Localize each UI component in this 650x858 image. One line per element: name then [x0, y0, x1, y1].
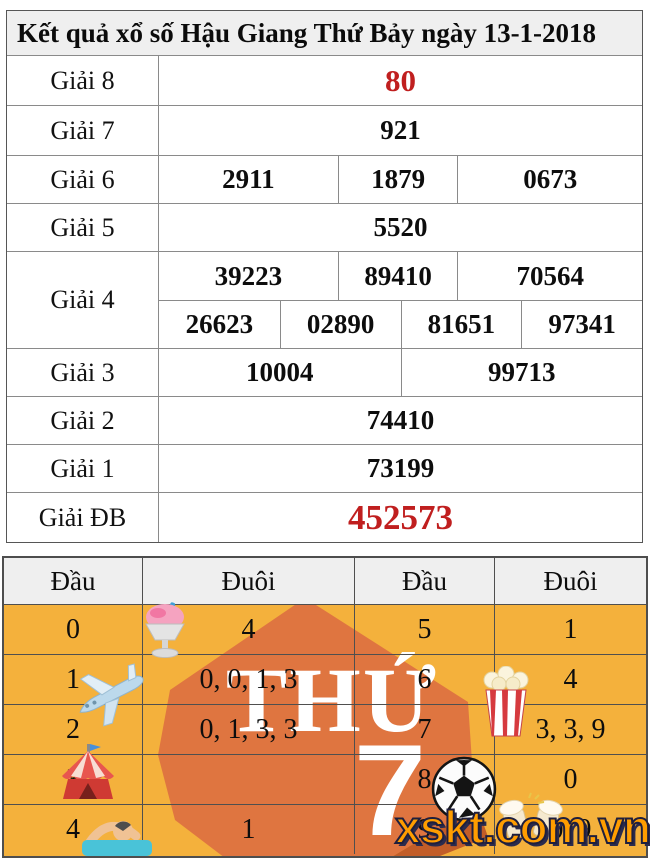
column-header: Đầu	[354, 558, 494, 604]
prize-row-g1: Giải 1 73199	[7, 444, 642, 492]
prize-label: Giải 5	[7, 204, 159, 251]
head-value: 8	[354, 755, 494, 804]
popcorn-icon	[483, 666, 529, 737]
tail-values: 0, 1, 3, 3	[142, 705, 354, 754]
prize-value: 1879	[337, 156, 458, 203]
prize-row-g6: Giải 6 2911 1879 0673	[7, 155, 642, 203]
prize-value: 99713	[400, 349, 643, 396]
beer-mugs-icon	[499, 792, 563, 839]
soccer-ball-icon	[431, 756, 497, 822]
prize-value: 5520	[373, 212, 428, 242]
prize-value: 70564	[457, 252, 642, 300]
prize-value: 2911	[222, 164, 275, 194]
head-tail-header: Đầu Đuôi Đầu Đuôi	[4, 558, 646, 604]
page-title: Kết quả xổ số Hậu Giang Thứ Bảy ngày 13-…	[7, 11, 642, 55]
prize-label: Giải 8	[7, 56, 159, 105]
prize-row-g7: Giải 7 921	[7, 105, 642, 155]
table-row: 2 0, 1, 3, 3 7 3, 3, 9	[4, 704, 646, 754]
head-value: 5	[354, 605, 494, 654]
prize-label: Giải 6	[7, 156, 159, 203]
badge-number: 7	[354, 717, 426, 858]
table-row: 0 4 5 1	[4, 604, 646, 654]
prize-row-db: Giải ĐB 452573	[7, 492, 642, 542]
prize-value: 02890	[279, 301, 401, 348]
head-value: 1	[66, 663, 80, 695]
head-value: 2	[66, 713, 80, 745]
prize-row-g8: Giải 8 80	[7, 55, 642, 105]
prize-value: 74410	[366, 405, 435, 435]
prize-label: Giải 4	[7, 252, 159, 348]
prize-row-g3: Giải 3 10004 99713	[7, 348, 642, 396]
title-row: Kết quả xổ số Hậu Giang Thứ Bảy ngày 13-…	[7, 11, 642, 55]
tail-values: 0, 0, 1, 3	[142, 655, 354, 704]
circus-tent-icon	[62, 744, 114, 799]
swimmer-icon	[82, 821, 152, 856]
tail-values: 1	[494, 605, 646, 654]
prize-label: Giải 1	[7, 445, 159, 492]
prize-row-g5: Giải 5 5520	[7, 203, 642, 251]
column-header: Đuôi	[142, 558, 354, 604]
prize-value: 89410	[337, 252, 458, 300]
prize-label: Giải 3	[7, 349, 159, 396]
head-tail-table: Đầu Đuôi Đầu Đuôi 0 4 5 1 1 0, 0, 1, 3 6…	[2, 556, 648, 858]
prize-label: Giải ĐB	[7, 493, 159, 542]
prize-value: 73199	[366, 453, 435, 483]
head-value: 0	[66, 613, 80, 645]
head-value: 6	[354, 655, 494, 704]
shaved-ice-icon	[145, 602, 185, 658]
badge-word: THỨ	[226, 649, 438, 751]
prize-value: 97341	[521, 301, 642, 348]
head-value: 4	[66, 813, 80, 845]
xskt-watermark: xskt.com.vn	[394, 800, 650, 854]
prize-value: 80	[385, 62, 416, 98]
tail-values	[142, 755, 354, 804]
airplane-icon	[79, 663, 144, 727]
prize-value: 26623	[185, 309, 254, 339]
prize-value: 452573	[348, 497, 453, 537]
prize-label: Giải 2	[7, 397, 159, 444]
tail-values: 4	[142, 605, 354, 654]
tail-values: 1	[142, 805, 354, 854]
column-header: Đầu	[50, 565, 96, 596]
prize-label: Giải 7	[7, 106, 159, 155]
prize-row-g2: Giải 2 74410	[7, 396, 642, 444]
prize-value: 81651	[400, 301, 522, 348]
prize-value: 10004	[246, 357, 314, 387]
head-value: 7	[354, 705, 494, 754]
prize-row-g4: Giải 4 39223 89410 70564 26623 02890 816…	[7, 251, 642, 348]
prize-value: 0673	[457, 156, 642, 203]
column-header: Đuôi	[494, 558, 646, 604]
head-value: 9	[354, 805, 494, 854]
prize-value: 921	[380, 115, 421, 145]
prize-value: 39223	[214, 260, 283, 291]
prize-table: Kết quả xổ số Hậu Giang Thứ Bảy ngày 13-…	[6, 10, 643, 543]
